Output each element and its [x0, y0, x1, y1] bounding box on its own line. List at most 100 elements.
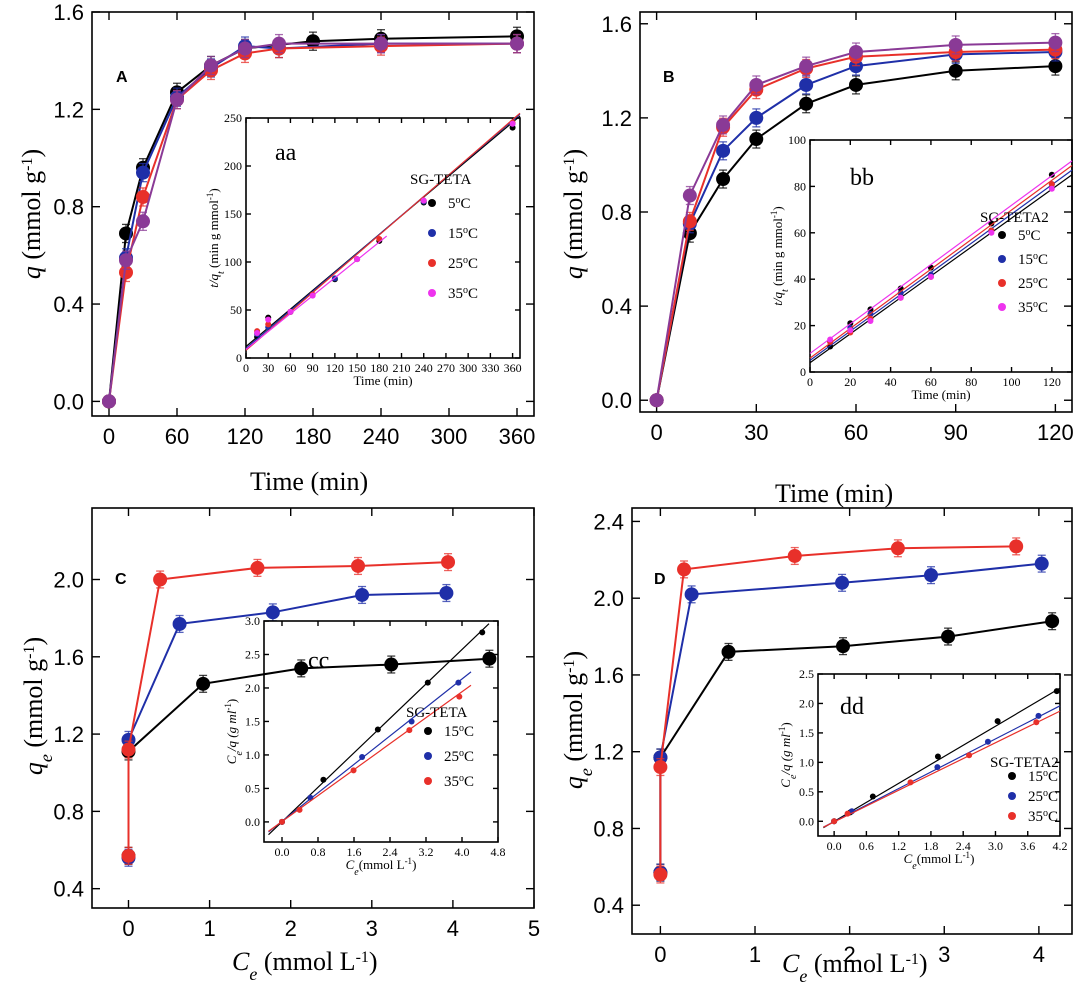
- inset-data-point: [509, 120, 516, 127]
- inset-data-point: [897, 290, 904, 297]
- label-part: C: [464, 774, 474, 790]
- x-tick-label: 210: [393, 361, 411, 375]
- legend-label: 15oC: [444, 723, 474, 741]
- label-part: C: [1038, 300, 1048, 316]
- data-point: [238, 41, 252, 56]
- x-tick-label: 4: [1033, 942, 1045, 967]
- y-tick-label: 2.0: [53, 567, 84, 592]
- x-tick-label: 3: [366, 916, 378, 941]
- fit-line: [823, 687, 1061, 829]
- inset-data-point: [456, 693, 463, 700]
- y-axis-title: q (mmol g-1): [559, 149, 588, 279]
- inset-data-point: [424, 679, 431, 686]
- label-part: t/q: [770, 292, 785, 306]
- label-part: ): [559, 149, 588, 158]
- y-axis-title: q (mmol g-1): [17, 149, 46, 279]
- label-part: e: [912, 861, 917, 872]
- label-part: (mmol L: [359, 857, 405, 872]
- label-part: C: [1048, 789, 1058, 805]
- y-tick-label: 0.4: [53, 877, 84, 902]
- label-part: e: [36, 754, 56, 762]
- panel-letter: D: [654, 571, 666, 588]
- label-part: C: [224, 755, 239, 764]
- data-point: [384, 657, 399, 672]
- x-tick-label: 3.2: [419, 845, 434, 859]
- label-part: C: [1048, 809, 1058, 825]
- y-tick-label: 1.0: [245, 748, 260, 762]
- x-tick-label: 0: [807, 375, 813, 389]
- legend-marker: [424, 727, 432, 735]
- label-part: /q (g ml: [224, 710, 239, 752]
- inset-x-axis-title: Ce(mmol L-1): [346, 856, 417, 878]
- inset-series-35degC: [823, 710, 1061, 828]
- x-tick-label: 0.0: [275, 845, 290, 859]
- inset-data-point: [988, 229, 995, 236]
- degree-mark: o: [1026, 227, 1031, 238]
- data-point: [102, 394, 116, 409]
- data-point: [716, 117, 731, 132]
- inset-data-point: [1035, 712, 1042, 719]
- data-point: [294, 661, 309, 676]
- x-tick-label: 1: [749, 942, 761, 967]
- x-tick-label: 0.8: [311, 845, 326, 859]
- label-part: C: [1048, 769, 1058, 785]
- label-part: 35: [448, 286, 463, 302]
- data-point: [1034, 556, 1049, 571]
- data-point: [799, 59, 814, 74]
- label-part: (mmol g: [17, 171, 46, 266]
- inset-frame: [809, 139, 1073, 373]
- data-point: [510, 36, 524, 51]
- label-part: C: [468, 256, 478, 272]
- data-point: [721, 644, 736, 659]
- degree-mark: o: [459, 723, 464, 734]
- x-tick-label: 1: [203, 916, 215, 941]
- inset-data-point: [1048, 185, 1055, 192]
- x-tick-label: 2.4: [956, 839, 971, 853]
- y-tick-label: 0.8: [53, 799, 84, 824]
- data-point: [482, 651, 497, 666]
- y-tick-label: 0: [800, 365, 806, 379]
- y-tick-label: 0.4: [601, 294, 632, 319]
- degree-mark: o: [456, 195, 461, 206]
- panel-letter: B: [663, 69, 675, 86]
- inset-cc: 0.0 0.8 1.6 2.4 3.2 4.0 4.8 0.0 0.5 1.0 1.5 2.0 2.5 3…: [223, 614, 506, 878]
- legend-label: 35oC: [1018, 299, 1048, 317]
- label-part: (mmol L: [257, 947, 355, 976]
- x-axis-title: Ce (mmol L-1): [782, 949, 928, 986]
- inset-data-point: [296, 806, 303, 813]
- plot-frame: [631, 507, 1073, 935]
- legend-marker: [428, 289, 436, 297]
- y-axis-title: qe (mmol g-1): [19, 637, 56, 775]
- plot-frame: [91, 507, 535, 909]
- y-tick-label: 0.5: [245, 781, 260, 795]
- legend-label: 5oC: [448, 195, 471, 213]
- x-tick-label: 330: [481, 361, 499, 375]
- inset-series-35degC: [809, 160, 1073, 354]
- inset-series-25degC: [823, 705, 1061, 828]
- inset-data-point: [1053, 688, 1060, 695]
- label-part: -1: [19, 158, 36, 171]
- x-tick-label: 0: [650, 420, 662, 445]
- inset-data-point: [1033, 719, 1040, 726]
- y-tick-label: 0.0: [601, 388, 632, 413]
- x-tick-label: 90: [943, 420, 967, 445]
- legend-marker: [428, 199, 436, 207]
- label-part: -1: [963, 850, 971, 860]
- label-part: C: [1031, 228, 1041, 244]
- label-part: (min g mmol: [206, 200, 221, 272]
- label-part: e: [788, 774, 799, 779]
- label-part: e: [354, 867, 359, 878]
- data-point: [716, 143, 731, 158]
- inset-y-axis-title: t/qt (min g mmol-1): [205, 188, 227, 288]
- inset-x-axis-title: Time (min): [911, 387, 970, 402]
- label-part: (mmol g: [559, 171, 588, 266]
- series-line: [655, 51, 1056, 401]
- x-tick-label: 270: [437, 361, 455, 375]
- y-tick-label: 2.0: [799, 696, 814, 710]
- data-point: [136, 189, 150, 204]
- inset-data-point: [934, 764, 941, 771]
- y-tick-label: 2.5: [799, 667, 814, 681]
- x-tick-label: 1.2: [891, 839, 906, 853]
- x-tick-label: 0.6: [859, 839, 874, 853]
